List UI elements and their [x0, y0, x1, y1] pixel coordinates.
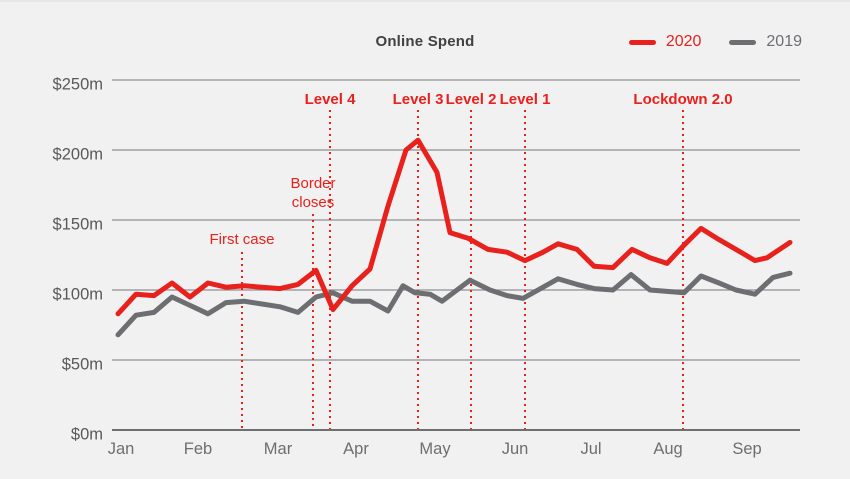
series-line-2020 — [115, 137, 793, 317]
annotation-label: Border closes — [290, 175, 335, 211]
annotation-label: First case — [209, 231, 274, 248]
chart-title: Online Spend — [375, 33, 475, 50]
legend-item-2019: 2019 — [729, 33, 802, 51]
annotation-label: Level 1 — [500, 91, 551, 108]
y-tick-label: $0m — [71, 425, 103, 443]
legend-item-2020: 2020 — [628, 33, 702, 51]
y-tick-label: $150m — [53, 215, 103, 233]
x-month-label: Jul — [580, 440, 601, 458]
legend-label-2020: 2020 — [665, 33, 702, 50]
x-month-label: Jun — [502, 440, 529, 458]
x-month-label: Feb — [184, 440, 212, 458]
annotation-label: Lockdown 2.0 — [633, 91, 732, 108]
y-tick-label: $50m — [62, 355, 103, 373]
legend-label-2019: 2019 — [766, 33, 802, 50]
legend: 2020 2019 — [628, 33, 802, 51]
annotation-label: Level 2 — [446, 91, 497, 108]
legend-swatch-2020 — [628, 39, 656, 45]
legend-swatch-2019 — [729, 39, 757, 45]
y-tick-label: $250m — [53, 75, 103, 93]
annotation-label: Level 3 — [393, 91, 444, 108]
x-month-label: Mar — [264, 440, 293, 458]
x-month-label: Sep — [732, 440, 761, 458]
y-tick-label: $100m — [53, 285, 103, 303]
x-month-label: Jan — [108, 440, 135, 458]
x-month-label: Apr — [343, 440, 369, 458]
x-month-label: Aug — [653, 440, 682, 458]
series-line-2019 — [115, 270, 793, 338]
y-tick-label: $200m — [53, 145, 103, 163]
x-month-label: May — [419, 440, 451, 458]
annotation-label: Level 4 — [305, 91, 357, 108]
